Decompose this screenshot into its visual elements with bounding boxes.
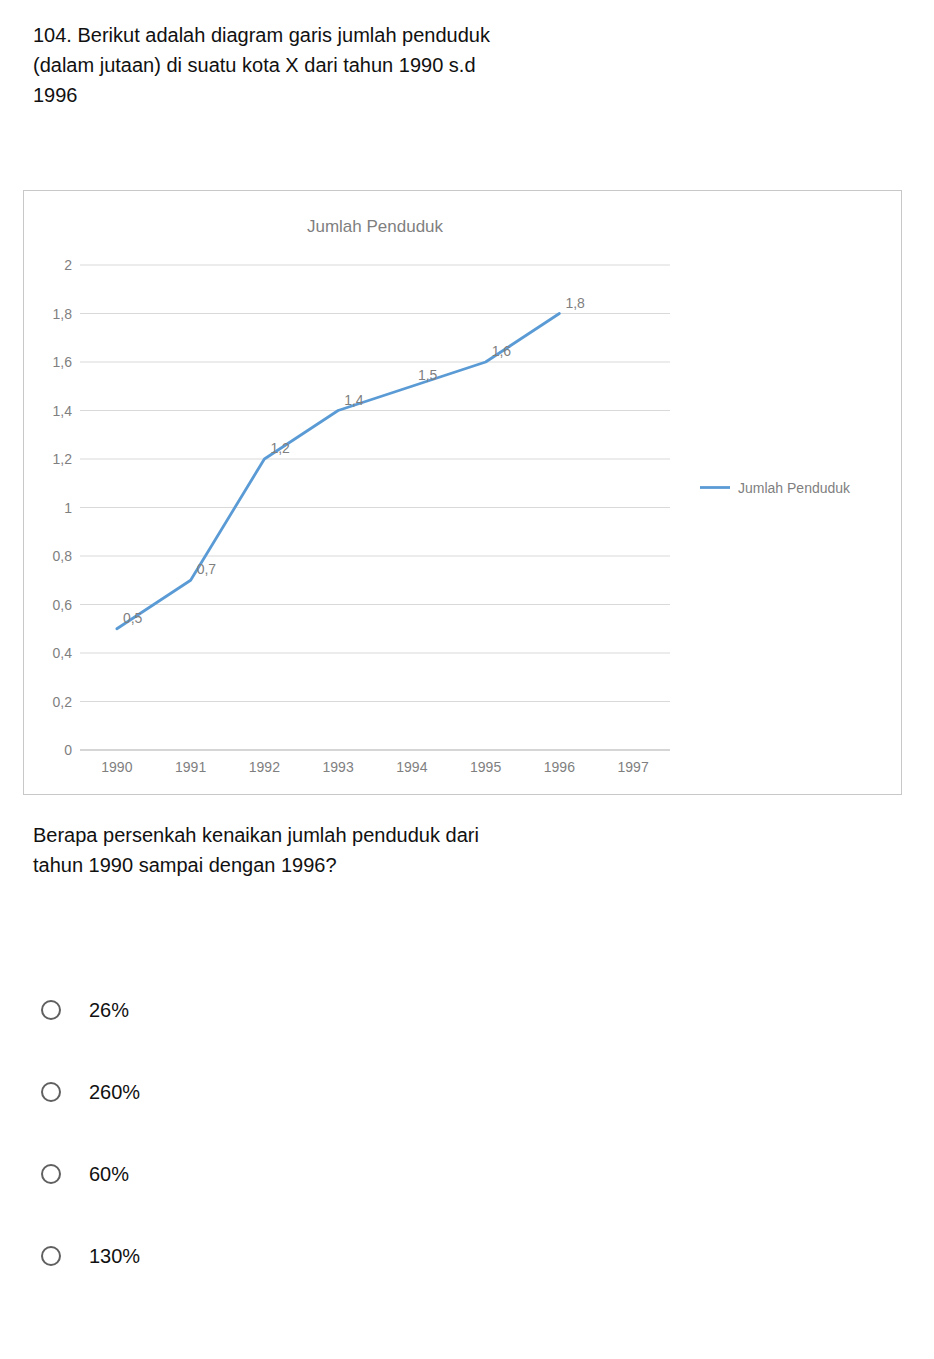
data-label: 0,7 — [197, 561, 217, 577]
option: 260% — [42, 1081, 140, 1103]
option-label: 26% — [89, 999, 129, 1021]
y-tick-label: 2 — [64, 257, 72, 273]
x-tick-label: 1995 — [470, 759, 501, 775]
y-tick-label: 1 — [64, 500, 72, 516]
heading-line: (dalam jutaan) di suatu kota X dari tahu… — [33, 54, 476, 76]
chart: Jumlah Penduduk 0 0,2 0,4 0,6 0,8 1 1,2 1,4 1,6 1,… — [53, 217, 852, 775]
data-label: 1,6 — [492, 343, 512, 359]
grid-line — [80, 604, 670, 605]
legend-label: Jumlah Penduduk — [738, 480, 851, 496]
option: 130% — [42, 1245, 140, 1267]
grid-line — [80, 410, 670, 411]
grid-line — [80, 653, 670, 654]
y-tick-label: 0,2 — [53, 694, 73, 710]
legend-swatch — [700, 486, 730, 489]
x-tick-label: 1992 — [249, 759, 280, 775]
radio-circle — [42, 1001, 60, 1019]
legend: Jumlah Penduduk — [700, 480, 851, 496]
option-label: 260% — [89, 1081, 140, 1103]
heading-line: 1996 — [33, 84, 78, 106]
y-tick-label: 1,8 — [53, 306, 73, 322]
grid-line — [80, 362, 670, 363]
x-axis-line — [80, 750, 670, 751]
grid-line — [80, 313, 670, 314]
data-label: 1,5 — [418, 367, 438, 383]
grid-line — [80, 459, 670, 460]
option: 60% — [42, 1163, 129, 1185]
y-tick-label: 0,4 — [53, 645, 73, 661]
page: 104. Berikut adalah diagram garis jumlah… — [0, 0, 934, 1359]
x-tick-label: 1996 — [544, 759, 575, 775]
y-tick-label: 0,8 — [53, 548, 73, 564]
y-tick-label: 1,4 — [53, 403, 73, 419]
grid-line — [80, 265, 670, 266]
radio-circle — [42, 1165, 60, 1183]
grid-line — [80, 750, 670, 751]
data-label: 1,4 — [344, 392, 364, 408]
x-tick-label: 1991 — [175, 759, 206, 775]
grid-line — [80, 507, 670, 508]
x-tick-label: 1990 — [101, 759, 132, 775]
y-tick-label: 0,6 — [53, 597, 73, 613]
heading-line: 104. Berikut adalah diagram garis jumlah… — [33, 24, 491, 46]
line — [117, 314, 560, 629]
marks — [117, 314, 560, 629]
x-tick-label: 1994 — [396, 759, 427, 775]
chart-border — [24, 191, 902, 795]
question-line: Berapa persenkah kenaikan jumlah pendudu… — [33, 824, 479, 846]
grid-line — [80, 556, 670, 557]
y-tick-label: 1,6 — [53, 354, 73, 370]
grid-line — [80, 701, 670, 702]
data-label: 0,5 — [123, 610, 143, 626]
chart-title: Jumlah Penduduk — [307, 217, 444, 236]
data-label: 1,2 — [270, 440, 290, 456]
data-labels: 0,5 0,7 1,2 1,4 1,5 1,6 1,8 — [123, 295, 585, 626]
question: Berapa persenkah kenaikan jumlah pendudu… — [33, 824, 479, 876]
x-tick-label: 1997 — [618, 759, 649, 775]
radio-circle — [42, 1083, 60, 1101]
heading: 104. Berikut adalah diagram garis jumlah… — [33, 24, 491, 106]
question-line: tahun 1990 sampai dengan 1996? — [33, 854, 337, 876]
radio-circle — [42, 1247, 60, 1265]
option-label: 130% — [89, 1245, 140, 1267]
option-label: 60% — [89, 1163, 129, 1185]
x-tick-label: 1993 — [323, 759, 354, 775]
y-tick-label: 0 — [64, 742, 72, 758]
background — [0, 0, 934, 1359]
data-label: 1,8 — [565, 295, 585, 311]
option: 26% — [42, 999, 129, 1021]
y-tick-label: 1,2 — [53, 451, 73, 467]
